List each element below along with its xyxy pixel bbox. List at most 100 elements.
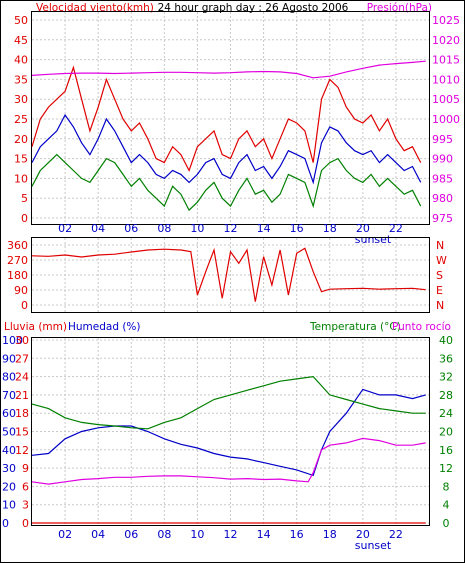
panel3-x-tick: 08	[157, 528, 171, 541]
panel3-sunset-label: sunset	[355, 539, 392, 552]
panel2-series-direction	[31, 247, 426, 302]
panel1-x-tick: 14	[257, 222, 271, 235]
panel1-right-tick: 990	[432, 153, 453, 166]
panel1-left-tick: 20	[14, 133, 28, 146]
panel2-right-tick: N	[436, 239, 444, 252]
panel3-series-dewpoint	[31, 437, 426, 485]
panel3-x-axis: 02 04 06 08 10 12 14 16 18 20 22	[58, 528, 403, 541]
panel3-humidity-tick: 30	[2, 462, 16, 475]
panel1-left-tick: 15	[14, 153, 28, 166]
panel2-left-axis: 0 90 180 270 360	[7, 239, 28, 312]
panel3-humidity-tick: 20	[2, 480, 16, 493]
panel3-x-tick: 02	[58, 528, 72, 541]
panel1-right-tick: 1015	[432, 54, 460, 67]
panel1-x-tick: 02	[58, 222, 72, 235]
panel1-x-tick: 08	[157, 222, 171, 235]
panel1-left-tick: 50	[14, 14, 28, 27]
panel3-rain-tick: 9	[22, 462, 29, 475]
panel3-rain-tick: 12	[15, 444, 29, 457]
panel1-sunset-label: sunset	[355, 233, 392, 246]
panel3-x-tick: 10	[190, 528, 204, 541]
panel1-center-title: 24 hour graph day : 26 Agosto 2006	[158, 2, 349, 14]
panel3-rain-tick: 30	[15, 334, 29, 347]
panel3-temperature-title: Temperatura (°C)	[309, 321, 401, 333]
panel3-dewpoint-title: Punto rocío	[392, 321, 451, 333]
panel3-x-tick: 16	[290, 528, 304, 541]
panel3-series-humidity	[31, 388, 426, 477]
panel3-rain-tick: 24	[15, 371, 29, 384]
panel3-frame	[31, 337, 430, 526]
panel1-right-tick: 1005	[432, 93, 460, 106]
panel1-right-title: Presión(hPa)	[367, 2, 432, 14]
panel3-temperature-tick: 24	[439, 407, 453, 420]
panel1-right-tick: 975	[432, 212, 453, 225]
panel1-left-tick: 0	[21, 212, 28, 225]
panel3-rain-title: Lluvia (mm)	[4, 321, 67, 333]
panel3-x-tick: 20	[356, 528, 370, 541]
panel3-temperature-tick: 8	[443, 480, 450, 493]
panel3-humidity-title: Humedad (%)	[68, 321, 141, 333]
panel3-series	[31, 375, 426, 524]
panel3-x-tick: 04	[91, 528, 105, 541]
panel2-left-tick: 90	[14, 284, 28, 297]
panel1-right-tick: 995	[432, 133, 453, 146]
panel1-frame	[31, 11, 430, 225]
panel2-right-tick: E	[436, 284, 443, 297]
panel3-x-tick: 22	[389, 528, 403, 541]
panel1-series	[31, 60, 426, 212]
panel3-rain-axis: 0 3 6 9 12 15 18 21 24 27 30	[15, 334, 29, 530]
panel2-frame	[31, 237, 430, 313]
panel3-temperature-tick: 16	[439, 444, 453, 457]
panel3-humidity-tick: 0	[2, 517, 9, 530]
panel3-humidity-tick: 90	[2, 352, 16, 365]
panel1-right-axis: 975 980 985 990 995 1000 1005 1010 1015 1020 1025	[432, 14, 460, 225]
panel1-series-pressure	[31, 60, 426, 79]
panel1-x-tick: 20	[356, 222, 370, 235]
panel2-right-tick: S	[436, 269, 443, 282]
panel1-left-title: Velocidad viento(kmh)	[36, 2, 154, 14]
panel3-rain-tick: 18	[15, 407, 29, 420]
panel1-left-tick: 30	[14, 93, 28, 106]
panel2-right-tick: W	[436, 254, 447, 267]
panel1-left-axis: 0 5 10 15 20 25 30 35 40 45 50	[14, 14, 28, 225]
panel3-rain-tick: 27	[15, 352, 29, 365]
panel3-temperature-tick: 4	[443, 499, 450, 512]
panel3-rain-tick: 15	[15, 426, 29, 439]
panel1-right-tick: 980	[432, 192, 453, 205]
panel3-humidity-tick: 40	[2, 444, 16, 457]
panel1-left-tick: 10	[14, 172, 28, 185]
panel1-left-tick: 35	[14, 73, 28, 86]
panel3-x-tick: 14	[257, 528, 271, 541]
panel1-series-gust	[31, 65, 422, 173]
panel3-rain-tick: 21	[15, 389, 29, 402]
panel3-humidity-tick: 60	[2, 407, 16, 420]
panel1-x-tick: 18	[323, 222, 337, 235]
panel3-x-tick: 12	[224, 528, 238, 541]
panel1-right-tick: 1000	[432, 113, 460, 126]
panel1-left-tick: 40	[14, 54, 28, 67]
panel1-series-min	[31, 153, 422, 212]
panel3-humidity-tick: 50	[2, 426, 16, 439]
panel1-x-tick: 12	[224, 222, 238, 235]
panel3-temperature-tick: 0	[443, 517, 450, 530]
panel3-rain-tick: 0	[22, 517, 29, 530]
panel1-series-speed	[31, 113, 422, 185]
panel3-humidity-tick: 100	[2, 334, 23, 347]
panel1-x-tick: 16	[290, 222, 304, 235]
panel3-temperature-tick: 20	[439, 426, 453, 439]
panel3-humidity-tick: 10	[2, 499, 16, 512]
panel3-temperature-tick: 12	[439, 462, 453, 475]
panel2-right-tick: N	[436, 299, 444, 312]
panel2-grid	[32, 238, 429, 312]
panel3-x-tick: 06	[124, 528, 138, 541]
panel2-series	[31, 247, 426, 302]
panel3-humidity-tick: 80	[2, 371, 16, 384]
panel3-temperature-tick: 36	[439, 352, 453, 365]
panel2-left-tick: 360	[7, 239, 28, 252]
panel3-temperature-tick: 32	[439, 371, 453, 384]
panel3-rain-tick: 3	[22, 499, 29, 512]
panel2-left-tick: 0	[21, 299, 28, 312]
panel1-x-tick: 06	[124, 222, 138, 235]
